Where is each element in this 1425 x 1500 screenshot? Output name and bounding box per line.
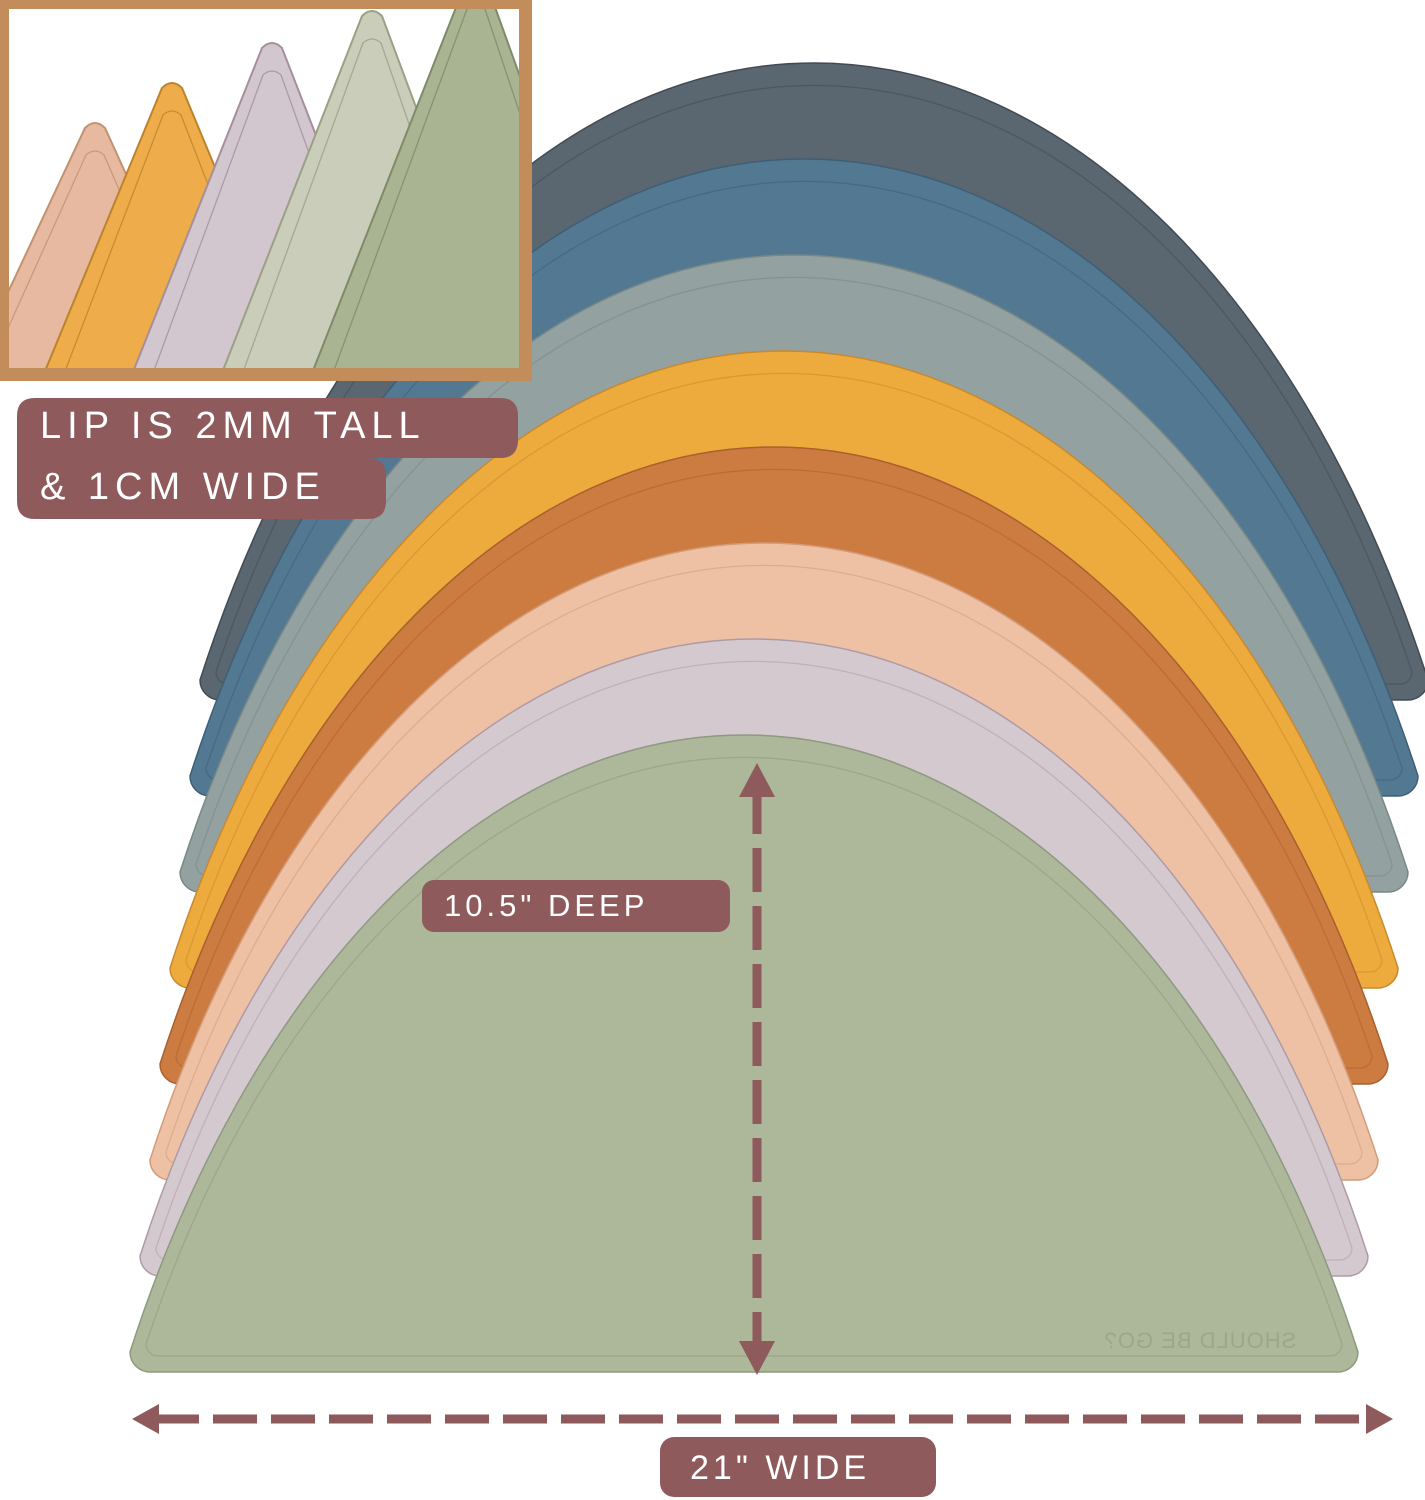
svg-text:21" WIDE: 21" WIDE: [690, 1449, 870, 1487]
svg-text:& 1CM WIDE: & 1CM WIDE: [40, 466, 326, 508]
svg-text:LIP IS 2MM TALL: LIP IS 2MM TALL: [40, 405, 426, 447]
svg-text:10.5" DEEP: 10.5" DEEP: [444, 888, 648, 923]
svg-text:SHOULD BE GO?: SHOULD BE GO?: [1104, 1328, 1297, 1353]
